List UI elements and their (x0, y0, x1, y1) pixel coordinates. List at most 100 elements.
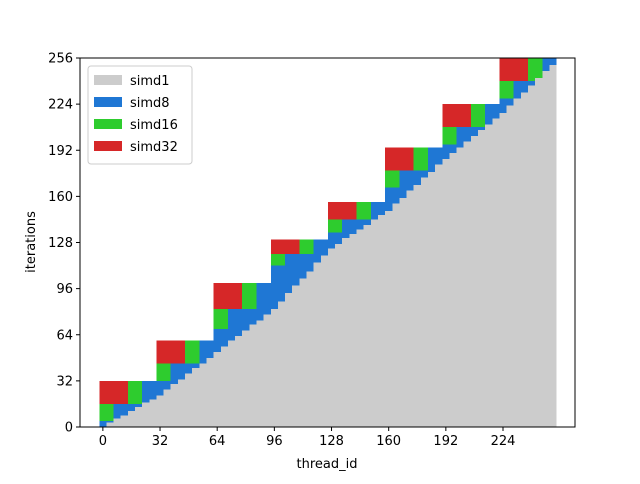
bar-segment (206, 357, 214, 427)
bar-segment (528, 81, 536, 86)
legend-frame (87, 65, 193, 165)
bar-segment (277, 239, 286, 255)
bar-segment (170, 383, 178, 427)
bar-segment (120, 380, 128, 404)
bar-segment (135, 380, 143, 404)
bar-segment (528, 58, 536, 82)
bar-segment (142, 402, 150, 427)
bar-segment (349, 219, 357, 234)
bar-segment (356, 219, 364, 230)
bar-segment (199, 363, 207, 427)
bar-segment (370, 202, 378, 220)
bar-segment (499, 58, 507, 82)
bar-segment (327, 202, 336, 220)
bar-segment (478, 104, 486, 128)
x-tick-label: 96 (266, 434, 283, 449)
bar-segment (99, 380, 107, 404)
bar-segment (285, 254, 293, 293)
bar-segment (349, 233, 357, 427)
bar-segment (392, 203, 400, 427)
bar-segment (499, 98, 507, 113)
bar-segment (449, 144, 457, 154)
bar-segment (277, 265, 286, 302)
bar-segment (135, 403, 143, 407)
bar-segment (299, 254, 307, 279)
bar-segment (185, 340, 193, 364)
bar-segment (535, 78, 543, 427)
bar-segment (542, 58, 550, 71)
bar-segment (213, 352, 221, 427)
bar-segment (285, 292, 293, 427)
bar-segment (306, 271, 314, 427)
bar-segment (299, 278, 307, 427)
bar-segment (420, 147, 428, 171)
bar-segment (256, 320, 264, 427)
bar-segment (363, 202, 371, 220)
x-tick-label: 128 (319, 434, 344, 449)
bar-segment (313, 262, 321, 427)
bar-segment (385, 147, 393, 171)
bar-segment (156, 380, 164, 396)
y-tick-label: 64 (56, 328, 73, 343)
bar-segment (535, 58, 543, 79)
bar-segment (249, 324, 257, 427)
legend-label: simd1 (130, 74, 170, 89)
bar-segment (327, 248, 336, 427)
bar-segment (442, 144, 450, 159)
bar-segment (249, 282, 257, 309)
legend-label: simd8 (130, 96, 170, 111)
bar-segment (320, 239, 328, 256)
bar-segment (463, 127, 471, 142)
bar-segment (199, 340, 207, 364)
bar-segment (242, 308, 250, 331)
bar-segment (292, 254, 300, 286)
bar-segment (492, 118, 500, 427)
bar-segment (335, 202, 343, 220)
bar-segment (528, 85, 536, 427)
bar-segment (392, 170, 400, 188)
bar-segment (449, 104, 457, 128)
bar-segment (170, 340, 178, 364)
bar-segment (470, 104, 479, 128)
bar-segment (392, 147, 400, 171)
bar-segment (356, 202, 364, 220)
bar-segment (127, 411, 136, 427)
bar-segment (327, 219, 336, 233)
legend: simd1 simd8 simd16 simd32 (87, 65, 193, 165)
bar-segment (442, 104, 450, 128)
bar-segment (456, 147, 464, 427)
bar-segment (413, 184, 421, 427)
bar-segment (256, 282, 264, 321)
bar-segment (306, 239, 314, 255)
bar-segment (220, 346, 228, 427)
bar-segment (356, 229, 364, 427)
x-tick-label: 0 (99, 434, 107, 449)
bar-segment (227, 282, 236, 309)
bar-segment (413, 170, 421, 185)
bar-segment (427, 147, 436, 172)
bar-segment (127, 403, 136, 412)
bar-segment (170, 363, 178, 384)
bar-segment (299, 239, 307, 255)
bar-segment (270, 265, 278, 309)
legend-swatch (94, 119, 122, 129)
bar-segment (220, 308, 228, 329)
bar-segment (327, 232, 336, 249)
bar-segment (449, 153, 457, 427)
y-tick-label: 0 (65, 421, 73, 436)
legend-label: simd16 (130, 118, 178, 133)
bar-segment (520, 81, 529, 93)
bar-segment (363, 225, 371, 427)
bar-segment (185, 373, 193, 427)
y-tick-label: 128 (48, 236, 73, 251)
bar-segment (206, 340, 214, 358)
bar-segment (399, 197, 407, 427)
legend-swatch (94, 141, 122, 151)
bar-segment (478, 127, 486, 131)
legend-swatch (94, 97, 122, 107)
bar-segment (120, 403, 128, 416)
bar-segment (435, 164, 443, 427)
x-tick-label: 192 (433, 434, 458, 449)
bar-segment (513, 98, 521, 427)
